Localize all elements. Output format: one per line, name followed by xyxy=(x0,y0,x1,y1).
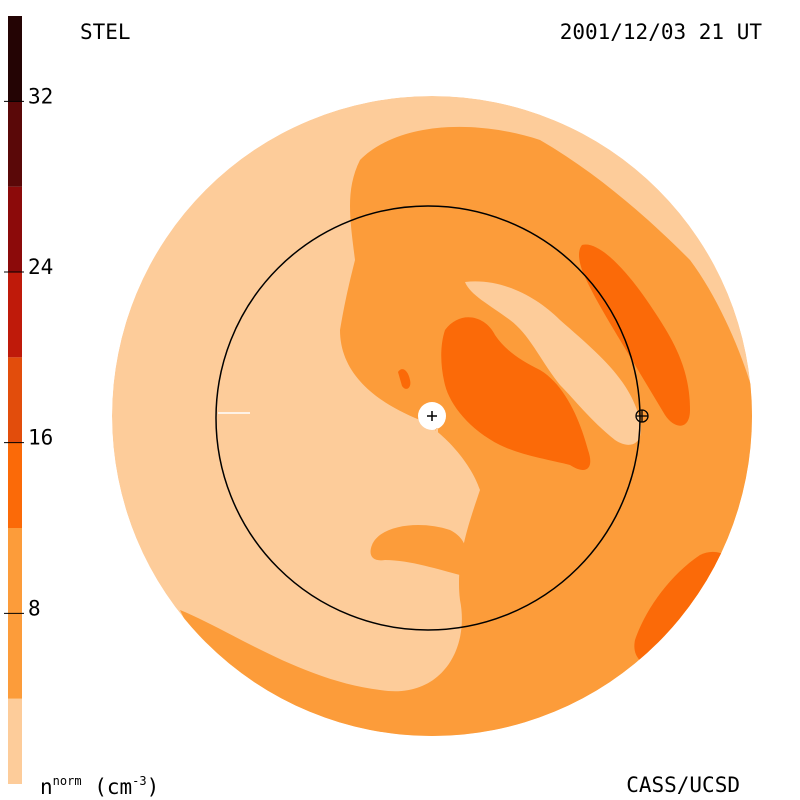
density-region-high-arm xyxy=(579,244,690,426)
unit-quantity: n xyxy=(40,775,53,799)
density-region-light-tongue xyxy=(465,281,641,445)
credit-label: CASS/UCSD xyxy=(626,773,740,797)
colorbar-tick-label: 16 xyxy=(28,426,53,450)
timestamp-label: 2001/12/03 21 UT xyxy=(559,20,762,44)
colorbar-unit-label: nnorm (cm-3) xyxy=(40,775,159,798)
colorbar-level-2 xyxy=(8,442,22,528)
colorbar-tick-label: 32 xyxy=(28,84,53,108)
density-region-high-spot xyxy=(398,369,411,389)
colorbar-tick-label: 24 xyxy=(28,255,53,279)
sun-center-plus-icon xyxy=(427,411,437,421)
colorbar-tick-label: 8 xyxy=(28,596,41,620)
colorbar-level-0 xyxy=(8,698,22,784)
colorbar-level-3 xyxy=(8,357,22,443)
density-region-medium-lobe xyxy=(370,525,467,575)
unit-close: ) xyxy=(146,775,160,799)
colorbar-level-4 xyxy=(8,272,22,358)
colorbar: 8 16 24 32 xyxy=(4,16,53,784)
colorbar-level-7 xyxy=(8,16,22,102)
unit-superscript: norm xyxy=(52,774,82,788)
earth-orbit-circle xyxy=(215,205,641,631)
colorbar-level-5 xyxy=(8,186,22,272)
unit-exponent: -3 xyxy=(132,774,147,788)
colorbar-level-6 xyxy=(8,101,22,187)
earth-icon xyxy=(635,409,649,423)
observatory-label: STEL xyxy=(80,20,131,44)
unit-open: (cm xyxy=(94,775,133,799)
density-region-high-core xyxy=(441,317,591,470)
